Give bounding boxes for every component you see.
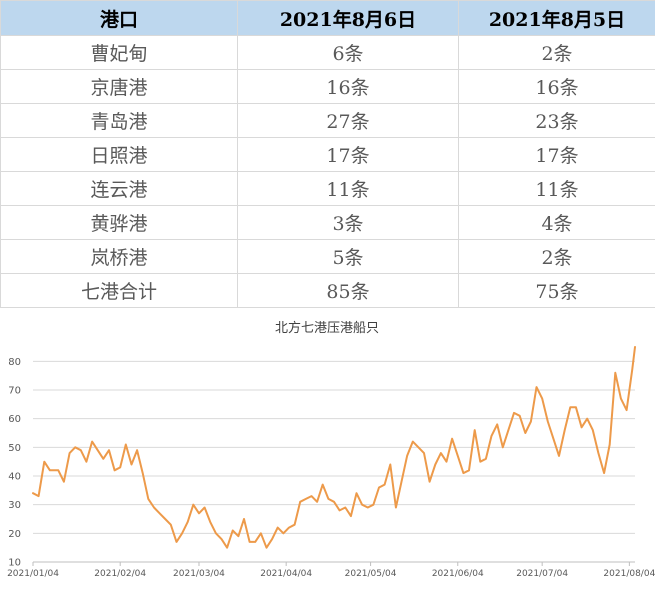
port-name-cell: 七港合计 — [1, 274, 238, 308]
y-tick-label: 60 — [8, 414, 21, 425]
x-tick-label: 2021/05/04 — [345, 569, 397, 579]
y-tick-label: 20 — [8, 529, 21, 540]
x-tick-label: 2021/06/04 — [432, 569, 484, 579]
aug6-value-cell: 6条 — [238, 36, 459, 70]
aug5-value-cell: 16条 — [459, 70, 655, 104]
x-tick-label: 2021/08/04 — [603, 569, 655, 579]
aug5-value-cell: 2条 — [459, 240, 655, 274]
chart-title: 北方七港压港船只 — [275, 320, 379, 336]
column-header-aug5: 2021年8月5日 — [459, 1, 655, 36]
port-name-cell: 京唐港 — [1, 70, 238, 104]
aug6-value-cell: 11条 — [238, 172, 459, 206]
aug5-value-cell: 4条 — [459, 206, 655, 240]
x-tick-label: 2021/01/04 — [7, 569, 59, 579]
y-tick-label: 30 — [8, 500, 21, 511]
x-axis-ticks: 2021/01/04 2021/02/04 2021/03/04 2021/04/04… — [7, 562, 655, 579]
y-tick-label: 80 — [8, 357, 21, 368]
y-axis-ticks: 10 20 30 40 50 60 70 80 — [8, 357, 21, 569]
table-header-row: 港口 2021年8月6日 2021年8月5日 — [1, 1, 655, 36]
port-name-cell: 黄骅港 — [1, 206, 238, 240]
aug6-value-cell: 3条 — [238, 206, 459, 240]
aug6-value-cell: 5条 — [238, 240, 459, 274]
aug6-value-cell: 16条 — [238, 70, 459, 104]
aug5-value-cell: 23条 — [459, 104, 655, 138]
column-header-aug6: 2021年8月6日 — [238, 1, 459, 36]
x-tick-label: 2021/03/04 — [173, 569, 225, 579]
port-name-cell: 曹妃甸 — [1, 36, 238, 70]
y-tick-label: 10 — [8, 558, 21, 569]
x-tick-label: 2021/02/04 — [94, 569, 146, 579]
aug5-value-cell: 11条 — [459, 172, 655, 206]
port-name-cell: 日照港 — [1, 138, 238, 172]
y-tick-label: 70 — [8, 386, 21, 397]
port-name-cell: 连云港 — [1, 172, 238, 206]
aug6-value-cell: 27条 — [238, 104, 459, 138]
y-tick-label: 50 — [8, 443, 21, 454]
column-header-port: 港口 — [1, 1, 238, 36]
aug6-value-cell: 85条 — [238, 274, 459, 308]
y-tick-label: 40 — [8, 472, 21, 483]
x-tick-label: 2021/04/04 — [260, 569, 312, 579]
aug5-value-cell: 2条 — [459, 36, 655, 70]
port-name-cell: 岚桥港 — [1, 240, 238, 274]
gridlines — [33, 361, 635, 562]
aug5-value-cell: 17条 — [459, 138, 655, 172]
aug6-value-cell: 17条 — [238, 138, 459, 172]
x-tick-label: 2021/07/04 — [516, 569, 568, 579]
aug5-value-cell: 75条 — [459, 274, 655, 308]
port-name-cell: 青岛港 — [1, 104, 238, 138]
